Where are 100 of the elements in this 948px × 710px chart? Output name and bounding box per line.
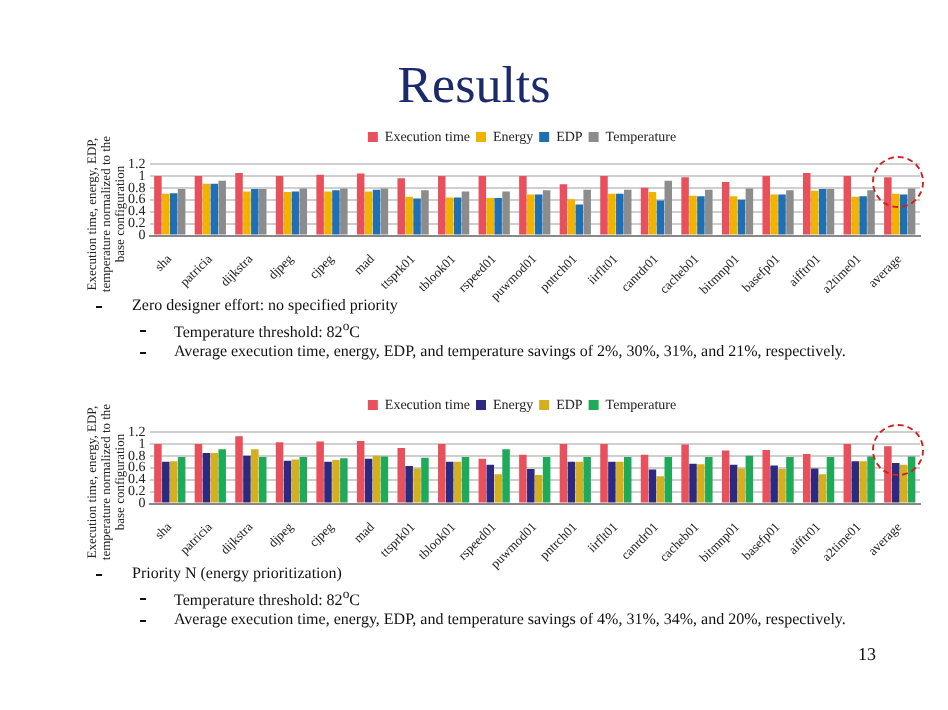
bar: [729, 464, 738, 503]
bar: [275, 442, 284, 503]
bar: [616, 193, 624, 235]
bar: [778, 194, 786, 235]
bar: [519, 175, 527, 235]
text: Average execution time, energy, EDP, and temperature savings of 2%, 30%, 31%, and 21%, respectively.: [174, 342, 846, 360]
bar: [689, 463, 697, 503]
bar: [235, 436, 243, 503]
bar: [737, 468, 746, 503]
bar: [884, 446, 892, 503]
bar: [527, 194, 535, 235]
bar: [542, 457, 551, 503]
bar: [169, 461, 178, 503]
bar: [372, 455, 381, 503]
bar: [519, 454, 527, 503]
bar: [851, 461, 859, 503]
bar: [681, 444, 689, 503]
bar: [299, 457, 308, 503]
text: Temperature threshold: 82$^{o}$C: [174, 587, 360, 609]
bar: [648, 192, 657, 235]
bar: [486, 464, 494, 503]
bar: [356, 173, 365, 235]
bar: [786, 457, 794, 503]
bar: [843, 443, 852, 503]
bar: [243, 191, 251, 235]
bar: [438, 443, 446, 503]
bar: [559, 443, 568, 503]
bar: [291, 191, 300, 235]
bar: [623, 457, 632, 503]
bar: [397, 448, 405, 503]
bar: [162, 193, 170, 235]
bar: [324, 461, 332, 503]
bar: [656, 200, 665, 235]
bar: [210, 183, 219, 235]
bar: [202, 452, 211, 503]
text: 13: [858, 644, 876, 664]
bar: [534, 194, 543, 235]
bar: [826, 457, 835, 503]
bar: [721, 450, 730, 503]
bar: [445, 461, 454, 503]
bar: [202, 183, 211, 235]
bar: [892, 463, 900, 503]
bar: [243, 455, 251, 503]
bar: [421, 457, 429, 503]
bar: [405, 466, 413, 503]
bar: [324, 191, 332, 235]
bar: [818, 189, 827, 235]
bar: [372, 189, 381, 235]
bar: [567, 461, 576, 503]
bar: [258, 457, 267, 503]
bar: [235, 172, 243, 235]
bar: [438, 175, 446, 235]
bar: [210, 452, 219, 503]
bar: [218, 449, 226, 503]
bar: [478, 458, 487, 503]
bar: [275, 175, 284, 235]
bar: [810, 468, 819, 503]
bar: [640, 187, 649, 235]
bar: [697, 464, 705, 503]
bar: [803, 172, 811, 235]
bar: [729, 196, 738, 235]
bar: [640, 454, 649, 503]
text: Temperature threshold: 82$^{o}$C: [174, 319, 360, 341]
bar: [413, 468, 421, 503]
text: Average execution time, energy, EDP, and temperature savings of 4%, 31%, 34%, and 20%, respectively.: [174, 610, 846, 628]
bar: [664, 457, 673, 503]
bar: [283, 460, 292, 503]
bar: [575, 461, 584, 503]
bar: [697, 196, 705, 235]
bar: [534, 474, 543, 503]
bar: [527, 469, 535, 503]
bar: [251, 189, 259, 235]
bar: [803, 454, 811, 503]
bar: [762, 175, 770, 235]
bar: [316, 441, 324, 503]
bar: [818, 474, 827, 503]
bar: [559, 184, 568, 235]
bar: [291, 459, 300, 503]
bar: [907, 456, 916, 503]
bar: [194, 175, 203, 235]
bar: [608, 193, 616, 235]
bar: [340, 458, 348, 503]
bar: [681, 177, 689, 235]
bar: [154, 175, 162, 235]
bar: [494, 474, 502, 503]
text: Priority N (energy prioritization): [132, 564, 342, 582]
bar: [364, 458, 373, 503]
bar: [332, 190, 340, 235]
text: Zero designer effort: no specified priority: [132, 296, 398, 314]
bar: [364, 191, 373, 235]
bar: [283, 192, 292, 235]
bar: [810, 190, 819, 235]
bar: [737, 199, 746, 235]
bar: [745, 455, 754, 503]
bar: [843, 175, 852, 235]
bar: [567, 199, 576, 235]
bar: [316, 174, 324, 235]
bar: [478, 175, 487, 235]
bar: [892, 193, 900, 235]
bar: [453, 461, 462, 503]
